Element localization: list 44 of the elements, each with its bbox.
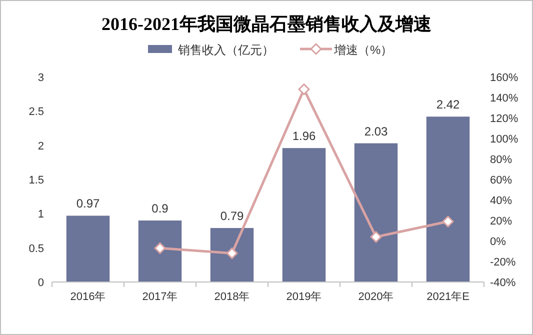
y2-tick-label: -20% (490, 256, 516, 268)
y2-tick-label: 140% (490, 92, 518, 104)
x-tick-label: 2021年E (426, 291, 470, 303)
data-label: 2.42 (436, 98, 460, 112)
y2-tick-label: 60% (490, 174, 512, 186)
bar (138, 220, 182, 282)
y-tick-label: 0.5 (28, 242, 44, 255)
y-tick-label: 1 (38, 208, 44, 221)
data-label: 0.97 (76, 196, 100, 211)
y2-tick-label: -40% (490, 277, 516, 289)
bar (354, 143, 398, 282)
legend-label: 销售收入（亿元） (177, 43, 274, 57)
data-label: 0.79 (220, 209, 244, 224)
point (154, 242, 166, 254)
y-tick-label: 2 (38, 140, 44, 152)
point (370, 231, 382, 243)
y2-tick-label: 40% (490, 195, 512, 207)
x-tick-label: 2019年 (286, 291, 322, 303)
y-tick-label: 1.5 (28, 174, 44, 186)
x-tick-label: 2020年 (358, 291, 394, 303)
bar (210, 228, 254, 282)
data-label: 0.9 (152, 202, 169, 216)
bar (66, 216, 110, 282)
x-tick-label: 2018年 (214, 291, 250, 303)
x-tick-label: 2016年 (70, 291, 106, 303)
y2-tick-label: 0% (490, 236, 506, 248)
y-tick-label: 3 (38, 72, 44, 84)
y2-tick-label: 20% (490, 216, 512, 228)
legend-label: 增速（%） (333, 43, 393, 57)
point (226, 248, 238, 260)
y2-tick-label: 100% (490, 134, 518, 146)
point (298, 84, 310, 96)
y2-tick-label: 160% (490, 72, 518, 84)
bar (426, 116, 470, 282)
data-label: 2.03 (364, 124, 388, 138)
chart-title: 2016-2021年我国微晶石墨销售收入及增速 (102, 14, 432, 34)
point (442, 216, 454, 228)
y-tick-label: 2.5 (28, 106, 44, 118)
data-label: 1.96 (292, 129, 316, 144)
y-tick-label: 0 (38, 277, 44, 289)
y2-tick-label: 120% (490, 113, 518, 125)
x-tick-label: 2017年 (142, 291, 178, 303)
bar (282, 148, 326, 282)
y2-tick-label: 80% (490, 154, 512, 166)
